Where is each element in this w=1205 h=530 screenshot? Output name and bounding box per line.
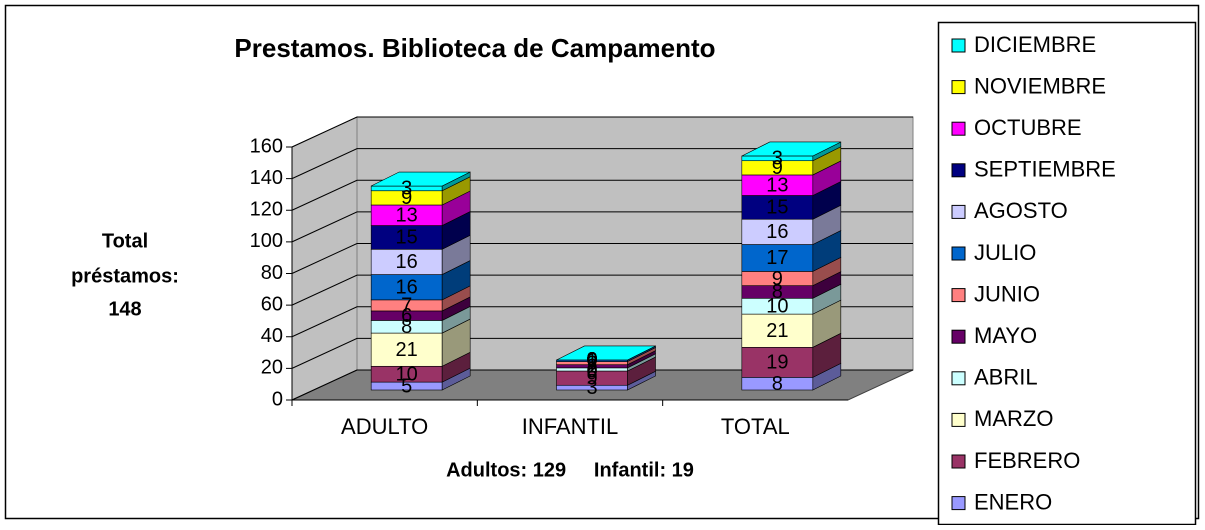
data-label: 21 <box>396 339 418 361</box>
legend-label: JULIO <box>974 240 1036 265</box>
data-label: 9 <box>772 268 783 290</box>
bar-segment <box>370 248 443 275</box>
data-label: 21 <box>766 320 788 342</box>
legend-label: SEPTIEMBRE <box>974 157 1116 182</box>
bar-segment <box>370 332 443 367</box>
y-tick-label: 160 <box>250 135 283 157</box>
legend-box <box>937 21 1197 526</box>
grid-line <box>291 179 913 211</box>
data-label: 2 <box>586 352 597 374</box>
data-label: 0 <box>586 349 597 371</box>
legend-swatch <box>951 246 966 261</box>
grid-line <box>291 116 913 148</box>
bar-top <box>371 171 471 187</box>
data-label: 8 <box>401 316 412 338</box>
y-axis-label: préstamos: <box>71 265 179 287</box>
bar-top <box>741 141 841 157</box>
y-tick-label: 60 <box>261 293 283 315</box>
data-label: 16 <box>396 277 418 299</box>
data-label: 6 <box>401 305 412 327</box>
data-label: 10 <box>396 363 418 385</box>
data-label: 9 <box>772 157 783 179</box>
grid-line <box>291 369 913 401</box>
data-label: 3 <box>586 377 597 399</box>
grid-line <box>291 243 913 274</box>
data-label: 15 <box>396 227 418 249</box>
data-label: 7 <box>401 295 412 317</box>
data-label: 16 <box>396 251 418 273</box>
data-label: 5 <box>401 375 412 397</box>
data-label: 19 <box>766 352 788 374</box>
grid-line <box>291 337 913 369</box>
data-label: 2 <box>586 359 597 381</box>
data-label: 16 <box>766 221 788 243</box>
data-label: 0 <box>586 349 597 371</box>
bar-segment <box>741 218 814 245</box>
data-label: 17 <box>766 247 788 269</box>
y-tick-label: 120 <box>250 199 283 221</box>
legend-label: JUNIO <box>974 281 1040 306</box>
data-label: 0 <box>586 349 597 371</box>
data-label: 0 <box>586 360 597 382</box>
legend-swatch <box>951 204 966 219</box>
legend-label: FEBRERO <box>974 448 1080 473</box>
bar-segment <box>741 244 814 272</box>
x-tick-label: TOTAL <box>721 414 790 439</box>
y-tick-label: 0 <box>272 388 283 410</box>
legend-swatch <box>951 163 966 178</box>
chart-title: Prestamos. Biblioteca de Campamento <box>234 33 715 63</box>
x-tick-label: ADULTO <box>341 414 428 439</box>
grid-line <box>291 274 913 306</box>
data-label: 0 <box>586 349 597 371</box>
data-label: 2 <box>586 356 597 378</box>
grid-line <box>291 306 913 338</box>
grid-line <box>291 148 913 180</box>
y-axis-label: Total <box>102 230 148 252</box>
data-label: 9 <box>401 187 412 209</box>
bar-segment <box>370 274 443 301</box>
legend-swatch <box>951 412 966 427</box>
legend-label: OCTUBRE <box>974 115 1082 140</box>
legend-swatch <box>951 288 966 303</box>
data-label: 13 <box>396 205 418 227</box>
data-label: 1 <box>586 350 597 372</box>
data-label: 3 <box>772 148 783 170</box>
bar-top <box>556 345 656 361</box>
y-tick-label: 20 <box>261 357 283 379</box>
legend-swatch <box>951 121 966 136</box>
legend-swatch <box>951 454 966 469</box>
data-label: 3 <box>401 178 412 200</box>
y-tick-label: 100 <box>250 230 283 252</box>
legend-swatch <box>951 371 966 386</box>
data-label: 9 <box>586 367 597 389</box>
legend-label: ENERO <box>974 489 1052 514</box>
legend-swatch <box>951 496 966 511</box>
data-label: 15 <box>766 197 788 219</box>
data-label: 10 <box>766 295 788 317</box>
y-axis-label: 148 <box>108 298 141 320</box>
grid-line <box>291 211 913 243</box>
legend-label: NOVIEMBRE <box>974 73 1106 98</box>
legend-swatch <box>951 38 966 53</box>
legend-label: ABRIL <box>974 365 1038 390</box>
y-tick-label: 140 <box>250 167 283 189</box>
legend-swatch <box>951 80 966 95</box>
x-axis-label: Adultos: 129 Infantil: 19 <box>446 459 694 481</box>
legend-label: DICIEMBRE <box>974 32 1096 57</box>
y-tick-label: 80 <box>261 262 283 284</box>
data-label: 13 <box>766 175 788 197</box>
data-label: 8 <box>772 281 783 303</box>
data-label: 8 <box>772 373 783 395</box>
y-tick-label: 40 <box>261 325 283 347</box>
legend-label: MAYO <box>974 323 1037 348</box>
legend-label: MARZO <box>974 406 1053 431</box>
x-tick-label: INFANTIL <box>522 414 619 439</box>
legend-swatch <box>951 329 966 344</box>
data-label: 0 <box>586 349 597 371</box>
legend-label: AGOSTO <box>974 198 1068 223</box>
